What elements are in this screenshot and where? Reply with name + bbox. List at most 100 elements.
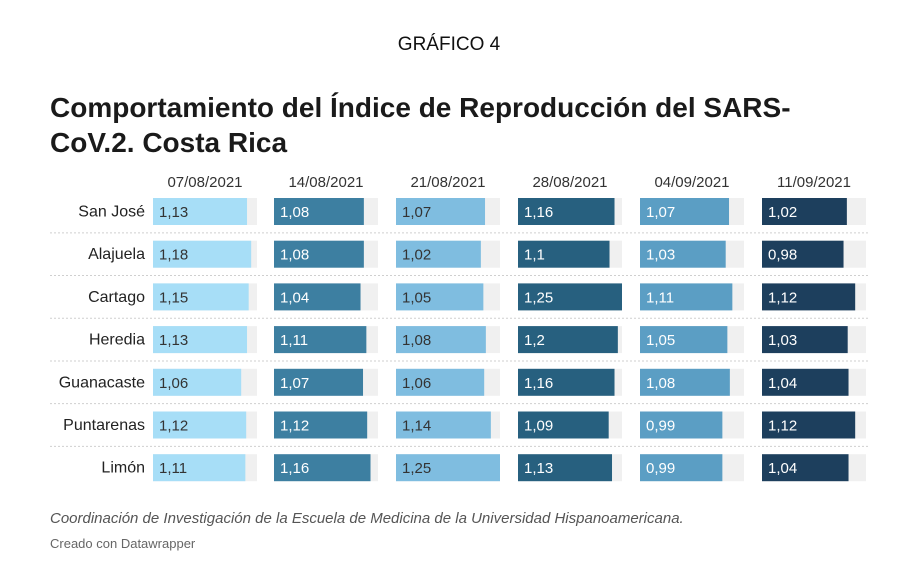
column-header: 04/09/2021: [654, 174, 729, 191]
bar-value-label: 1,15: [159, 289, 188, 306]
bar-value-label: 1,02: [768, 204, 797, 221]
row-label: Cartago: [88, 289, 145, 306]
bar-value-label: 1,05: [402, 289, 431, 306]
bar: [396, 368, 485, 396]
bar-value-label: 1,02: [402, 247, 431, 264]
bar: [762, 454, 849, 482]
bar-value-label: 1,12: [159, 418, 188, 435]
bar-value-label: 1,04: [280, 289, 309, 306]
bar-value-label: 1,14: [402, 418, 431, 435]
column-header: 21/08/2021: [410, 174, 485, 191]
bar-value-label: 1,25: [524, 289, 553, 306]
bar: [762, 368, 849, 396]
bar-value-label: 1,08: [402, 332, 431, 349]
bar-value-label: 0,99: [646, 460, 675, 477]
bar: [518, 368, 615, 396]
bar-value-label: 1,11: [159, 460, 187, 477]
bar-value-label: 1,04: [768, 460, 797, 477]
bar: [153, 454, 246, 482]
bar: [640, 411, 723, 439]
bar: [153, 283, 249, 311]
bar: [640, 454, 723, 482]
bar-value-label: 1,11: [646, 289, 674, 306]
bar-value-label: 1,07: [280, 375, 309, 392]
bar-value-label: 1,16: [524, 204, 553, 221]
bar: [762, 326, 848, 354]
bar: [396, 326, 486, 354]
row-label: Heredia: [89, 332, 145, 349]
bar-value-label: 1,16: [524, 375, 553, 392]
bar: [640, 240, 726, 268]
bar-value-label: 0,99: [646, 418, 675, 435]
bar-value-label: 1,04: [768, 375, 797, 392]
bar-value-label: 1,07: [646, 204, 675, 221]
bar: [153, 411, 247, 439]
bar-value-label: 1,25: [402, 460, 431, 477]
bar: [396, 454, 500, 482]
bar-value-label: 1,12: [768, 418, 797, 435]
bar: [396, 240, 481, 268]
bar-value-label: 1,16: [280, 460, 309, 477]
bar: [640, 198, 730, 225]
bar-value-label: 1,03: [646, 247, 675, 264]
bar: [153, 368, 242, 396]
bar: [274, 240, 364, 268]
bar: [762, 240, 844, 268]
row-label: Guanacaste: [59, 374, 145, 391]
bar-value-label: 1,11: [280, 332, 308, 349]
column-header: 07/08/2021: [167, 174, 242, 191]
row-label: San José: [78, 204, 145, 221]
bar-value-label: 1,2: [524, 332, 545, 349]
bar: [640, 283, 733, 311]
bar-value-label: 1,09: [524, 418, 553, 435]
bar: [396, 198, 486, 225]
bar: [518, 283, 622, 311]
bar: [153, 240, 252, 268]
bar-value-label: 1,06: [402, 375, 431, 392]
bar-value-label: 1,05: [646, 332, 675, 349]
bar: [762, 411, 856, 439]
bar: [396, 411, 491, 439]
bar-value-label: 1,03: [768, 332, 797, 349]
bar: [518, 198, 615, 225]
bar-value-label: 1,13: [159, 204, 188, 221]
bar: [518, 411, 609, 439]
bar: [640, 368, 730, 396]
datawrapper-credit: Creado con Datawrapper: [50, 536, 196, 551]
row-label: Alajuela: [88, 246, 145, 263]
bar-value-label: 1,07: [402, 204, 431, 221]
row-label: Limón: [101, 460, 145, 477]
bar: [274, 326, 367, 354]
bar: [274, 198, 364, 225]
bar: [274, 454, 371, 482]
column-header: 14/08/2021: [288, 174, 363, 191]
bar: [640, 326, 728, 354]
bar: [396, 283, 484, 311]
row-label: Puntarenas: [63, 417, 145, 434]
column-header: 11/09/2021: [777, 174, 851, 191]
bar: [274, 283, 361, 311]
bar-value-label: 1,08: [280, 247, 309, 264]
bar-value-label: 1,12: [280, 418, 309, 435]
bar-value-label: 1,12: [768, 289, 797, 306]
bar-value-label: 1,13: [524, 460, 553, 477]
bar: [518, 240, 610, 268]
source-note: Coordinación de Investigación de la Escu…: [50, 510, 684, 527]
bar-value-label: 1,13: [159, 332, 188, 349]
bar: [762, 283, 856, 311]
bar-value-label: 0,98: [768, 247, 797, 264]
bar-value-label: 1,08: [280, 204, 309, 221]
column-header: 28/08/2021: [532, 174, 607, 191]
bar: [274, 368, 364, 396]
chart-overline: GRÁFICO 4: [397, 34, 501, 55]
bar: [274, 411, 368, 439]
bar-value-label: 1,08: [646, 375, 675, 392]
bar: [518, 454, 613, 482]
bar: [153, 198, 248, 225]
bar: [153, 326, 248, 354]
bar-value-label: 1,06: [159, 375, 188, 392]
bar: [518, 326, 618, 354]
bar-value-label: 1,1: [524, 247, 545, 264]
chart-title: Comportamiento del Índice de Reproducció…: [50, 92, 791, 158]
